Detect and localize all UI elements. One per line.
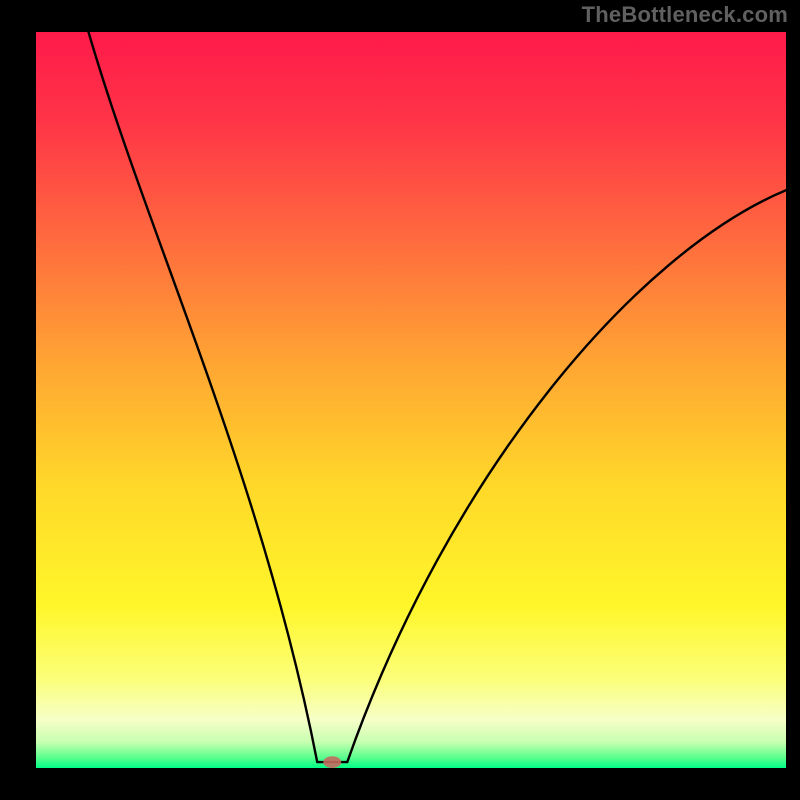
gradient-background <box>36 32 786 768</box>
watermark-text: TheBottleneck.com <box>582 2 788 28</box>
plot-area <box>36 32 786 768</box>
chart-canvas: TheBottleneck.com <box>0 0 800 800</box>
minimum-marker <box>323 756 341 768</box>
